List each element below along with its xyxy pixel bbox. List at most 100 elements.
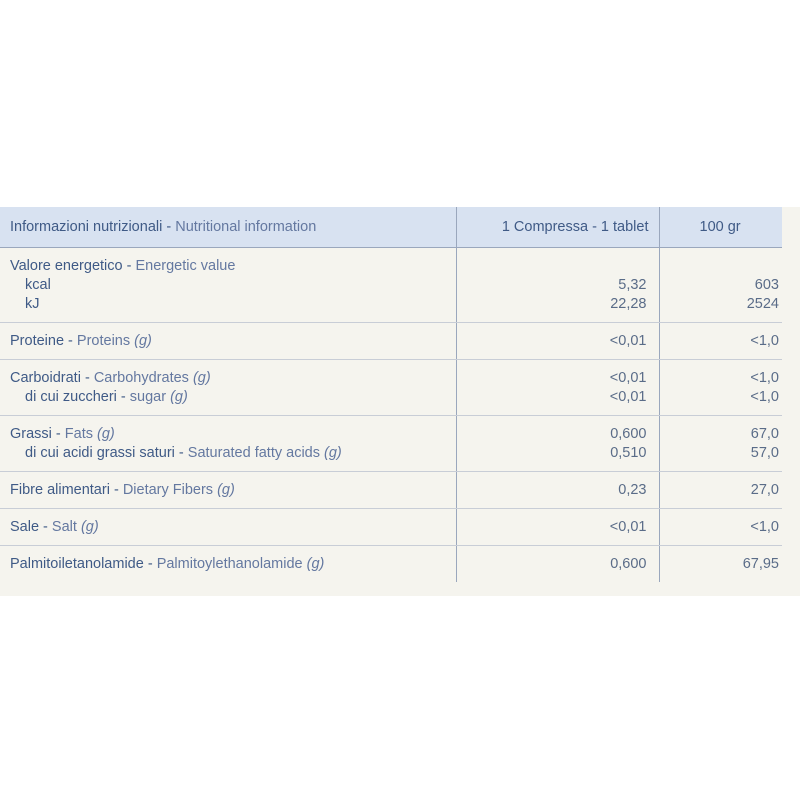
header-per-tablet: 1 Compressa - 1 tablet: [455, 207, 659, 248]
nutrient-line: di cui zuccheri - sugar (g): [10, 388, 456, 407]
per-100g-cell: 27,0: [658, 471, 782, 509]
nutrient-label-cell: Palmitoiletanolamide - Palmitoylethanola…: [0, 546, 456, 583]
nutrient-name-it: kcal: [25, 277, 51, 293]
per-100g-value: 57,0: [750, 445, 779, 461]
per-tablet-value: 22,28: [610, 296, 647, 312]
per-tablet-value: <0,01: [609, 519, 647, 535]
nutrient-line: kJ: [10, 295, 456, 314]
name-separator: -: [174, 445, 188, 461]
per-tablet-cell: 0,600: [455, 545, 659, 582]
nutrient-unit: (g): [192, 370, 211, 386]
per-tablet-cell: <0,01: [455, 508, 659, 546]
nutrient-name-en: Dietary Fibers: [122, 482, 214, 498]
per-tablet-value: 0,23: [618, 482, 647, 498]
nutrient-line: Fibre alimentari - Dietary Fibers (g): [10, 481, 456, 500]
nutrient-line: Proteine - Proteins (g): [10, 332, 456, 351]
nutrient-label-cell: Carboidrati - Carbohydrates (g) di cui zu…: [0, 359, 456, 416]
name-separator: -: [122, 258, 136, 274]
per-100g-value: 67,95: [742, 556, 779, 572]
nutrient-unit: (g): [170, 389, 188, 405]
nutrient-label-cell: Proteine - Proteins (g): [0, 322, 456, 360]
name-separator: -: [109, 482, 123, 498]
name-separator: -: [116, 389, 130, 405]
table-row: Carboidrati - Carbohydrates (g) di cui zu…: [0, 359, 782, 416]
nutrient-line: Palmitoiletanolamide - Palmitoylethanola…: [10, 555, 456, 574]
per-100g-value: [660, 257, 780, 276]
nutrient-name-it: Carboidrati: [10, 370, 81, 386]
nutrient-line: Carboidrati - Carbohydrates (g): [10, 369, 456, 388]
table-row: Palmitoiletanolamide - Palmitoylethanola…: [0, 545, 782, 583]
nutrient-line: Grassi - Fats (g): [10, 425, 456, 444]
table-row: Grassi - Fats (g) di cui acidi grassi sat…: [0, 415, 782, 472]
nutrient-unit: (g): [217, 482, 235, 498]
nutrient-name-it: kJ: [25, 296, 40, 312]
nutrient-name-it: Fibre alimentari: [10, 482, 110, 498]
table-row: Fibre alimentari - Dietary Fibers (g) 0,2…: [0, 471, 782, 509]
nutrient-unit: (g): [306, 556, 325, 572]
per-tablet-value: 0,600: [610, 426, 647, 442]
nutrient-name-it: Sale: [10, 519, 40, 535]
name-separator: -: [51, 426, 65, 442]
nutrient-name-en: Proteins: [76, 333, 131, 349]
nutrient-label-cell: Valore energetico - Energetic value kcal k…: [0, 247, 456, 323]
nutrient-name-it: Grassi: [10, 426, 52, 442]
per-tablet-cell: 0,600 0,510: [455, 415, 659, 472]
nutrient-line: di cui acidi grassi saturi - Saturated f…: [10, 444, 456, 463]
table-row: Sale - Salt (g) <0,01 <1,0: [0, 508, 782, 546]
header-separator: -: [162, 219, 176, 235]
nutrient-name-en: Palmitoylethanolamide: [156, 556, 303, 572]
per-tablet-value: 0,600: [610, 556, 647, 572]
per-tablet-value: 0,510: [610, 445, 647, 461]
per-100g-cell: <1,0: [658, 322, 782, 360]
per-100g-value: <1,0: [750, 370, 779, 386]
per-100g-cell: <1,0: [658, 508, 782, 546]
nutrient-name-en: Fats: [64, 426, 93, 442]
per-tablet-cell: 0,23: [455, 471, 659, 509]
name-separator: -: [64, 333, 77, 349]
nutrient-name-it: di cui zuccheri: [25, 389, 117, 405]
nutrient-unit: (g): [324, 445, 342, 461]
name-separator: -: [80, 370, 94, 386]
name-separator: -: [143, 556, 157, 572]
table-body: Valore energetico - Energetic value kcal k…: [0, 247, 782, 583]
header-per-100g: 100 gr: [658, 207, 782, 248]
header-label-en: Nutritional information: [175, 219, 317, 235]
nutrient-name-it: di cui acidi grassi saturi: [25, 445, 175, 461]
per-100g-cell: 67,95: [658, 545, 782, 582]
nutrient-unit: (g): [134, 333, 152, 349]
nutrient-name-en: Energetic value: [135, 258, 236, 274]
nutrient-line: Sale - Salt (g): [10, 518, 456, 537]
per-tablet-value: <0,01: [609, 370, 647, 386]
per-tablet-cell: <0,01: [455, 322, 659, 360]
per-tablet-value: 5,32: [618, 277, 647, 293]
nutrition-table: Informazioni nutrizionali - Nutritional …: [0, 207, 782, 582]
nutrient-name-en: Carbohydrates: [93, 370, 189, 386]
per-tablet-value: <0,01: [609, 389, 647, 405]
per-tablet-cell: <0,01 <0,01: [455, 359, 659, 416]
nutrient-name-en: sugar: [129, 389, 167, 405]
per-100g-value: <1,0: [750, 389, 779, 405]
nutrient-unit: (g): [80, 519, 99, 535]
name-separator: -: [39, 519, 52, 535]
per-100g-value: <1,0: [750, 519, 779, 535]
header-nutrition-label: Informazioni nutrizionali - Nutritional …: [0, 207, 456, 248]
nutrient-name-en: Salt: [51, 519, 77, 535]
per-100g-cell: 603 2524: [658, 247, 782, 323]
table-row: Valore energetico - Energetic value kcal k…: [0, 247, 782, 323]
nutrient-name-it: Valore energetico: [10, 258, 123, 274]
per-100g-value: <1,0: [750, 333, 779, 349]
per-100g-cell: 67,0 57,0: [658, 415, 782, 472]
per-100g-value: 603: [754, 277, 779, 293]
per-100g-value: 67,0: [750, 426, 779, 442]
nutrient-name-en: Saturated fatty acids: [187, 445, 320, 461]
per-100g-value: 27,0: [750, 482, 779, 498]
header-label-it: Informazioni nutrizionali: [10, 219, 163, 235]
per-tablet-value: [457, 257, 647, 276]
per-100g-cell: <1,0 <1,0: [658, 359, 782, 416]
nutrient-name-it: Palmitoiletanolamide: [10, 556, 144, 572]
per-100g-value: 2524: [746, 296, 779, 312]
table-header: Informazioni nutrizionali - Nutritional …: [0, 207, 782, 248]
nutrient-line: Valore energetico - Energetic value: [10, 257, 456, 276]
nutrient-label-cell: Sale - Salt (g): [0, 508, 456, 546]
table-row: Proteine - Proteins (g) <0,01 <1,0: [0, 322, 782, 360]
